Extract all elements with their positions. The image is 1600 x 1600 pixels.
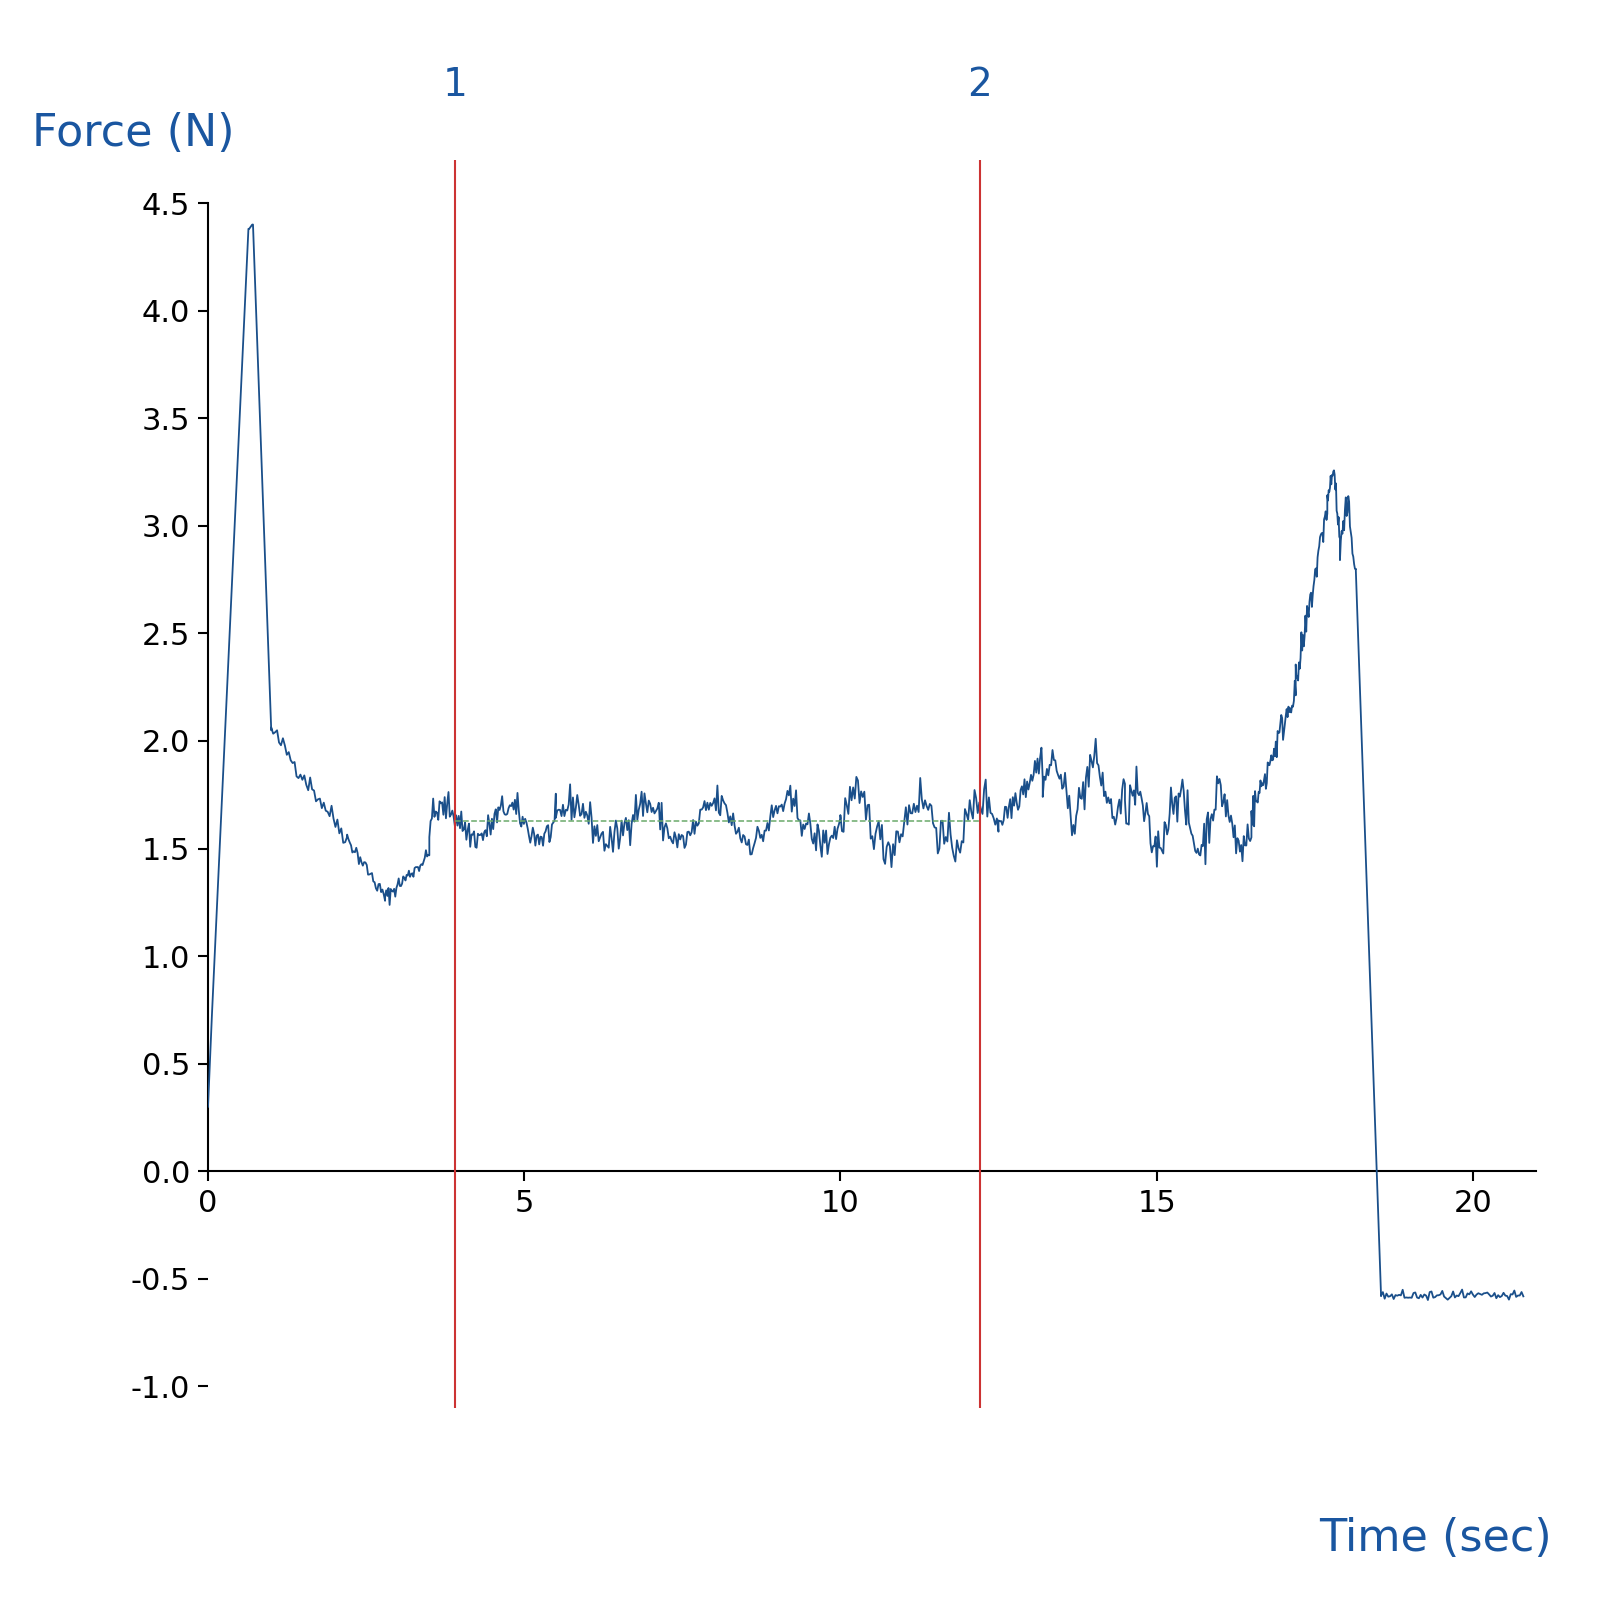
Text: Time (sec): Time (sec) bbox=[1320, 1517, 1552, 1560]
Text: 1: 1 bbox=[442, 66, 467, 104]
Text: Force (N): Force (N) bbox=[32, 112, 235, 155]
Text: 2: 2 bbox=[966, 66, 992, 104]
